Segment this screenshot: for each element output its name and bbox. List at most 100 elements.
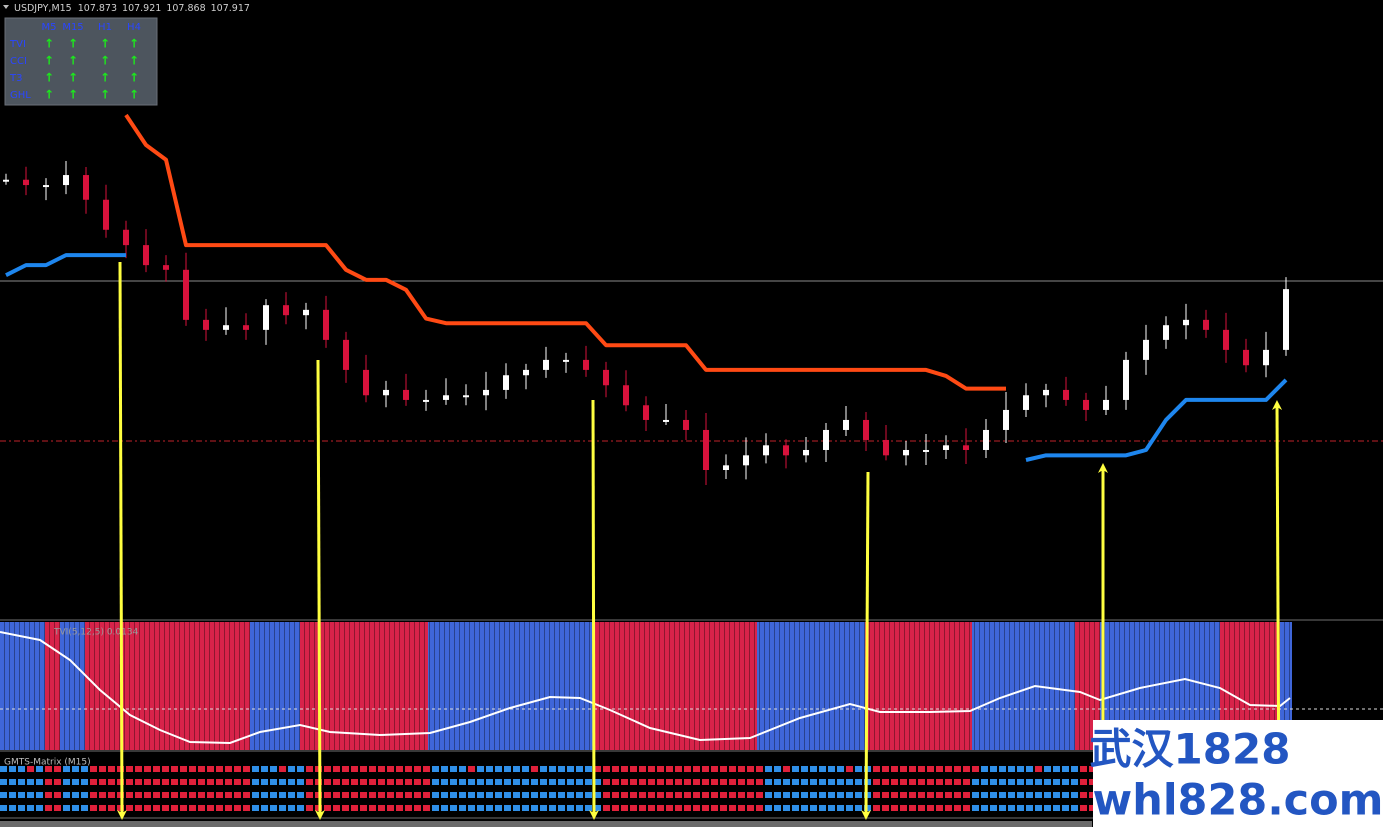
candle bbox=[1043, 383, 1049, 408]
matrix-cell bbox=[423, 766, 430, 772]
matrix-cell bbox=[846, 792, 853, 798]
candle-body bbox=[183, 269, 189, 320]
matrix-cell bbox=[1080, 805, 1087, 811]
candle-body bbox=[1123, 359, 1129, 400]
candle-body bbox=[763, 445, 769, 456]
matrix-cell bbox=[270, 779, 277, 785]
signal-arrow: ↑ bbox=[100, 54, 110, 68]
matrix-cell bbox=[621, 779, 628, 785]
matrix-cell bbox=[261, 779, 268, 785]
candle bbox=[783, 439, 789, 469]
candle-body bbox=[563, 359, 569, 362]
matrix-cell bbox=[1053, 766, 1060, 772]
candle-body bbox=[443, 395, 449, 400]
matrix-cell bbox=[657, 779, 664, 785]
matrix-cell bbox=[495, 766, 502, 772]
matrix-cell bbox=[189, 766, 196, 772]
matrix-cell bbox=[999, 792, 1006, 798]
matrix-cell bbox=[1026, 792, 1033, 798]
matrix-cell bbox=[630, 779, 637, 785]
matrix-cell bbox=[612, 766, 619, 772]
matrix-cell bbox=[288, 805, 295, 811]
column-header: H4 bbox=[127, 22, 141, 33]
candle-body bbox=[143, 245, 149, 266]
matrix-cell bbox=[459, 779, 466, 785]
matrix-cell bbox=[693, 792, 700, 798]
matrix-cell bbox=[486, 779, 493, 785]
matrix-cell bbox=[198, 792, 205, 798]
matrix-cell bbox=[477, 805, 484, 811]
matrix-cell bbox=[603, 792, 610, 798]
matrix-cell bbox=[891, 779, 898, 785]
matrix-cell bbox=[63, 805, 70, 811]
matrix-cell bbox=[108, 766, 115, 772]
matrix-cell bbox=[585, 779, 592, 785]
matrix-cell bbox=[900, 792, 907, 798]
matrix-cell bbox=[765, 779, 772, 785]
matrix-cell bbox=[549, 779, 556, 785]
matrix-cell bbox=[945, 779, 952, 785]
matrix-cell bbox=[1089, 766, 1096, 772]
candle bbox=[223, 307, 229, 335]
candle-body bbox=[123, 229, 129, 246]
matrix-cell bbox=[972, 779, 979, 785]
tvi-stripes bbox=[0, 622, 1292, 750]
matrix-cell bbox=[603, 805, 610, 811]
matrix-cell bbox=[702, 766, 709, 772]
candle bbox=[1083, 392, 1089, 421]
matrix-cell bbox=[90, 805, 97, 811]
matrix-cell bbox=[792, 779, 799, 785]
matrix-cell bbox=[162, 792, 169, 798]
candle-body bbox=[23, 179, 29, 186]
matrix-cell bbox=[18, 792, 25, 798]
matrix-cell bbox=[198, 766, 205, 772]
matrix-cell bbox=[342, 792, 349, 798]
matrix-cell bbox=[135, 766, 142, 772]
candle bbox=[143, 229, 149, 273]
matrix-cell bbox=[459, 766, 466, 772]
matrix-cell bbox=[522, 766, 529, 772]
matrix-cell bbox=[774, 779, 781, 785]
matrix-cell bbox=[891, 766, 898, 772]
matrix-cell bbox=[36, 779, 43, 785]
matrix-cell bbox=[657, 805, 664, 811]
matrix-cell bbox=[135, 805, 142, 811]
matrix-cell bbox=[27, 805, 34, 811]
matrix-cell bbox=[27, 792, 34, 798]
matrix-cell bbox=[792, 805, 799, 811]
matrix-cell bbox=[360, 779, 367, 785]
matrix-cell bbox=[144, 779, 151, 785]
candle-body bbox=[243, 325, 249, 330]
candle bbox=[583, 345, 589, 377]
matrix-cell bbox=[504, 792, 511, 798]
matrix-cell bbox=[54, 766, 61, 772]
matrix-cell bbox=[333, 766, 340, 772]
matrix-cell bbox=[549, 805, 556, 811]
collapse-icon[interactable] bbox=[3, 5, 9, 9]
matrix-cell bbox=[666, 792, 673, 798]
matrix-cell bbox=[405, 779, 412, 785]
candle-body bbox=[463, 395, 469, 398]
matrix-cell bbox=[180, 805, 187, 811]
matrix-cell bbox=[432, 805, 439, 811]
matrix-cell bbox=[630, 805, 637, 811]
matrix-cell bbox=[396, 792, 403, 798]
matrix-cell bbox=[990, 779, 997, 785]
column-header: M15 bbox=[62, 22, 83, 33]
matrix-cell bbox=[369, 805, 376, 811]
matrix-cell bbox=[1062, 805, 1069, 811]
candle bbox=[643, 396, 649, 431]
matrix-cell bbox=[135, 779, 142, 785]
matrix-cell bbox=[702, 779, 709, 785]
matrix-cell bbox=[189, 792, 196, 798]
matrix-cell bbox=[684, 766, 691, 772]
matrix-cell bbox=[774, 805, 781, 811]
candle-body bbox=[1083, 399, 1089, 410]
matrix-cell bbox=[828, 766, 835, 772]
matrix-cell bbox=[765, 766, 772, 772]
matrix-cell bbox=[918, 792, 925, 798]
candle bbox=[263, 299, 269, 345]
matrix-cell bbox=[216, 792, 223, 798]
matrix-cell bbox=[1044, 766, 1051, 772]
